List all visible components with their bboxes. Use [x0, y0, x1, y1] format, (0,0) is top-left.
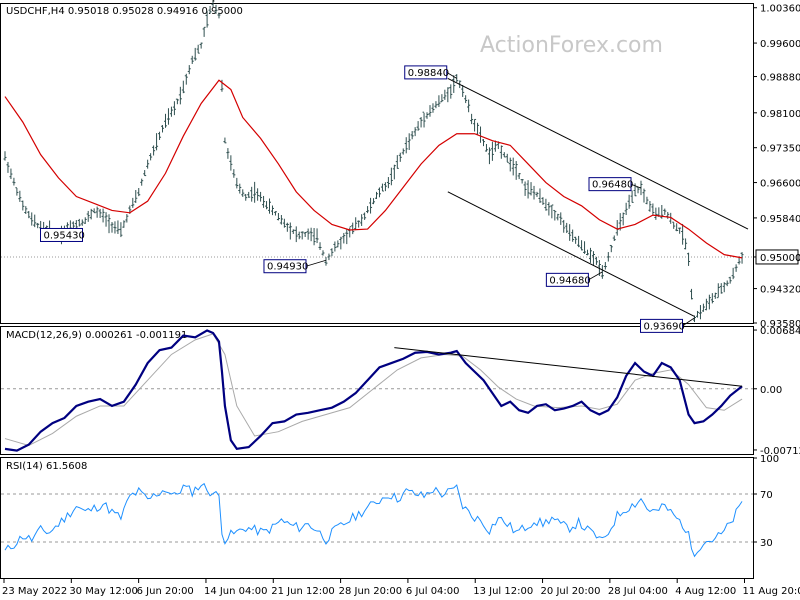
macd-signal-line	[4, 333, 743, 446]
level-value: 0.98840	[408, 68, 449, 79]
price-y-tick-label: 1.00360	[760, 4, 800, 15]
level-label-0_94680: 0.94680	[545, 271, 603, 287]
price-y-tick-label: 0.97350	[760, 144, 800, 155]
level-box	[263, 259, 307, 274]
x-tick-label: 6 Jun 20:00	[137, 586, 194, 597]
level-label-0_93690: 0.93690	[640, 317, 695, 333]
level-box	[545, 272, 589, 287]
rsi-y-tick-label: 70	[760, 490, 773, 501]
x-tick-label: 13 Jul 12:00	[473, 586, 533, 597]
macd-y-tick-label: 0.006846	[760, 326, 800, 337]
level-value: 0.96480	[592, 180, 633, 191]
x-tick-label: 21 Jun 12:00	[271, 586, 335, 597]
level-leader-line	[446, 72, 457, 79]
level-box	[404, 65, 448, 80]
price-y-tick-label: 0.99600	[760, 39, 800, 50]
level-label-0_98840: 0.98840	[404, 65, 457, 80]
level-label-0_96480: 0.96480	[588, 177, 642, 192]
price-panel-frame	[0, 3, 754, 324]
level-label-0_95430: 0.95430	[39, 227, 85, 242]
price-y-tick-label: 0.96600	[760, 179, 800, 190]
level-leader-line	[682, 317, 695, 327]
x-tick-label: 6 Jul 04:00	[406, 586, 460, 597]
rsi-y-tick-label: 30	[760, 538, 773, 549]
rsi-y-tick-label: 100	[760, 454, 779, 465]
x-tick-label: 4 Aug 12:00	[675, 586, 736, 597]
macd-trendline	[394, 347, 743, 387]
rsi-line	[4, 482, 743, 558]
channel-upper-line	[447, 77, 749, 230]
channel-lower-line	[447, 191, 695, 317]
level-label-0_94930: 0.94930	[263, 259, 327, 274]
rsi-panel-header: RSI(14) 61.5608	[6, 461, 87, 472]
x-tick-label: 28 Jun 20:00	[339, 586, 403, 597]
level-value: 0.93690	[644, 321, 685, 332]
level-label-1_00480: 1.00480	[212, 0, 214, 3]
price-y-tick-label: 0.98100	[760, 109, 800, 120]
price-y-tick-label: 0.98880	[760, 73, 800, 84]
x-tick-label: 20 Jul 20:00	[541, 586, 601, 597]
level-leader-line	[305, 259, 327, 267]
macd-panel-frame	[0, 326, 754, 455]
rsi-panel-frame	[0, 457, 754, 579]
moving-average-line	[4, 79, 743, 259]
current-price-label: 0.95000	[760, 253, 800, 264]
level-value: 0.94930	[267, 262, 308, 273]
price-y-tick-label: 0.93580	[760, 319, 800, 330]
x-tick-label: 14 Jun 04:00	[204, 586, 268, 597]
x-tick-label: 11 Aug 20:00	[743, 586, 800, 597]
level-box	[640, 318, 684, 333]
price-y-tick-label: 0.94320	[760, 285, 800, 296]
x-tick-label: 28 Jul 04:00	[608, 586, 668, 597]
current-price-box	[755, 249, 799, 265]
price-y-tick-label: 0.95840	[760, 214, 800, 225]
x-tick-label: 23 May 2022	[2, 586, 67, 597]
level-box	[588, 177, 632, 192]
macd-panel-header: MACD(12,26,9) 0.000261 -0.001191	[6, 330, 187, 341]
macd-y-tick-label: -0.007128	[760, 446, 800, 457]
price-panel-header: USDCHF,H4 0.95018 0.95028 0.94916 0.9500…	[6, 6, 243, 17]
level-leader-line	[630, 183, 642, 189]
macd-y-tick-label: 0.00	[760, 385, 782, 396]
level-box	[39, 227, 83, 242]
watermark: ActionForex.com	[480, 33, 663, 58]
x-tick-label: 30 May 12:00	[69, 586, 138, 597]
level-value: 0.95430	[43, 230, 84, 241]
level-leader-line	[588, 271, 603, 281]
macd-line	[4, 329, 743, 452]
level-value: 0.94680	[549, 275, 590, 286]
